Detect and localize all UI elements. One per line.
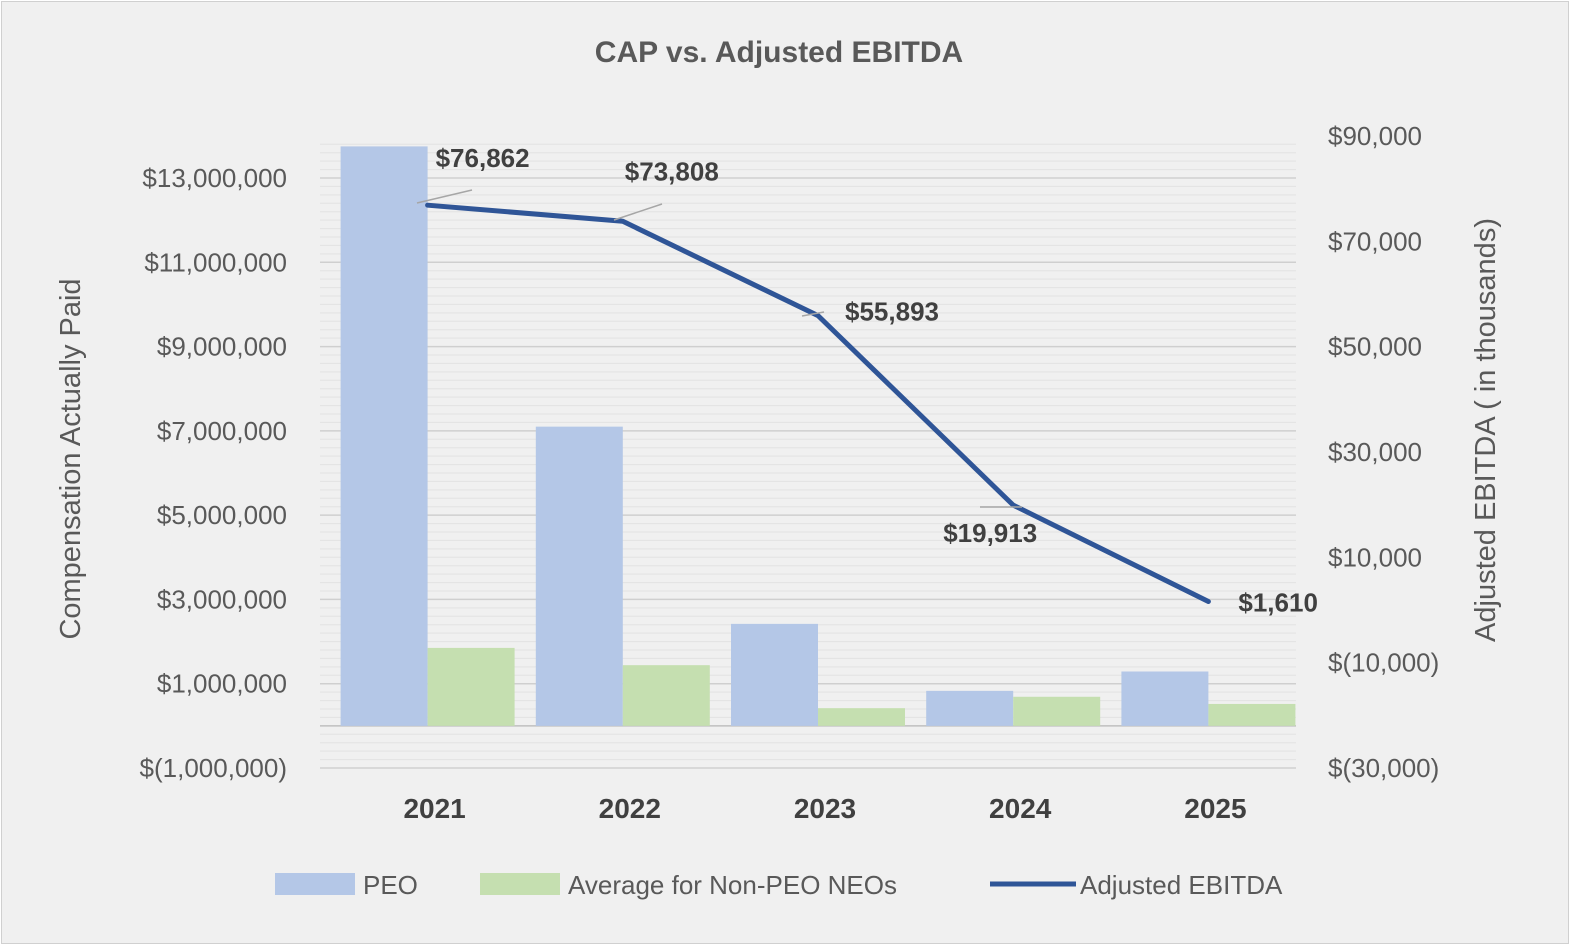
ebitda-line	[425, 202, 1211, 605]
y2-axis-title: Adjusted EBITDA ( in thousands)	[1470, 218, 1502, 642]
bar-non-peo	[1208, 703, 1296, 726]
y2-tick-label: $10,000	[1328, 542, 1422, 572]
legend-swatch-non-peo	[480, 873, 560, 895]
data-label-leader	[416, 189, 473, 204]
bar-peo	[340, 146, 428, 726]
ebitda-data-label: $73,808	[625, 156, 719, 186]
bar-peo	[926, 690, 1014, 726]
legend-label-peo: PEO	[363, 870, 418, 900]
ebitda-data-label: $19,913	[943, 518, 1037, 548]
y2-tick-label: $70,000	[1328, 226, 1422, 256]
legend-label-non-peo: Average for Non-PEO NEOs	[568, 870, 897, 900]
x-tick-label: 2025	[1184, 793, 1246, 824]
x-tick-label: 2023	[794, 793, 856, 824]
y2-tick-label: $30,000	[1328, 437, 1422, 467]
y-axis-title: Compensation Actually Paid	[55, 278, 87, 639]
data-label-leader	[801, 311, 825, 317]
data-labels: $76,862 $73,808 $55,893 $19,913 $1,610	[416, 143, 1318, 618]
bar-peo	[1121, 671, 1209, 726]
ebitda-data-label: $55,893	[845, 297, 939, 327]
x-tick-label: 2021	[403, 793, 465, 824]
bar-non-peo	[1013, 696, 1101, 726]
legend-swatch-peo	[275, 873, 355, 895]
x-tick-label: 2024	[989, 793, 1052, 824]
y-tick-label: $5,000,000	[157, 500, 287, 530]
axes: $(1,000,000) $1,000,000 $3,000,000 $5,000,0…	[140, 121, 1440, 824]
y-tick-label: $3,000,000	[157, 584, 287, 614]
y-tick-label: $13,000,000	[142, 163, 287, 193]
y-tick-label: $9,000,000	[157, 332, 287, 362]
y2-tick-label: $50,000	[1328, 332, 1422, 362]
y2-tick-label: $(30,000)	[1328, 753, 1439, 783]
bar-non-peo	[818, 708, 905, 726]
y2-tick-label: $90,000	[1328, 121, 1422, 151]
y-tick-label: $11,000,000	[144, 247, 287, 277]
y-tick-label: $1,000,000	[157, 669, 287, 699]
y2-tick-label: $(10,000)	[1328, 648, 1439, 678]
bar-non-peo	[427, 647, 515, 726]
bar-peo	[731, 623, 818, 726]
x-tick-label: 2022	[599, 793, 661, 824]
legend-label-ebitda: Adjusted EBITDA	[1080, 870, 1283, 900]
bar-non-peo	[622, 665, 710, 726]
chart-title: CAP vs. Adjusted EBITDA	[595, 36, 963, 69]
y-tick-label: $7,000,000	[157, 416, 287, 446]
bar-peo	[535, 426, 623, 726]
data-label-leader	[613, 203, 663, 221]
y-tick-label: $(1,000,000)	[140, 753, 287, 783]
ebitda-data-label: $1,610	[1238, 588, 1318, 618]
bars	[340, 146, 1296, 726]
legend: PEO Average for Non-PEO NEOs Adjusted EB…	[275, 870, 1283, 900]
ebitda-data-label: $76,862	[436, 143, 530, 173]
